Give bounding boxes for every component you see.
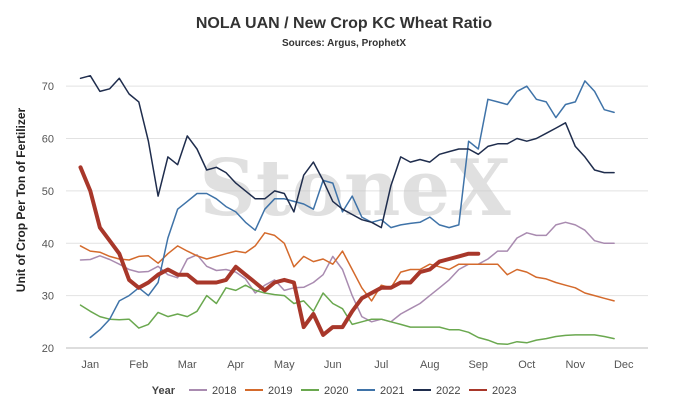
legend-item-2019[interactable]: 2019 [245, 385, 292, 397]
x-tick-label: Apr [227, 359, 244, 371]
stonex-watermark: StoneX [199, 143, 511, 234]
series-line-2018 [79, 221, 615, 323]
x-tick-label: Mar [178, 359, 197, 371]
y-tick-label: 50 [42, 186, 54, 198]
y-tick-label: 60 [42, 134, 54, 146]
legend-item-2023[interactable]: 2023 [469, 385, 516, 397]
chart-title: NOLA UAN / New Crop KC Wheat Ratio [196, 15, 493, 32]
x-tick-label: Nov [565, 359, 585, 371]
grid [66, 85, 648, 297]
x-tick-label: Oct [518, 359, 535, 371]
series-line-2019 [79, 232, 615, 302]
x-tick-label: Sep [468, 359, 488, 371]
x-tick-label: Jul [374, 359, 388, 371]
x-tick-label: Feb [129, 359, 148, 371]
legend-item-2018[interactable]: 2018 [189, 385, 236, 397]
series-line-2021 [89, 80, 615, 339]
legend-item-2022[interactable]: 2022 [413, 385, 460, 397]
legend-item-2020[interactable]: 2020 [301, 385, 348, 397]
legend-label: 2020 [324, 385, 348, 397]
legend-item-2021[interactable]: 2021 [357, 385, 404, 397]
series-lines [78, 74, 615, 346]
y-axis-label: Unit of Crop Per Ton of Fertilizer [14, 107, 28, 292]
y-tick-label: 20 [42, 343, 54, 355]
y-tick-label: 40 [42, 238, 54, 250]
series-line-2023 [78, 165, 481, 337]
x-tick-label: Jun [324, 359, 342, 371]
legend-label: 2023 [492, 385, 516, 397]
x-tick-label: May [274, 359, 295, 371]
axes: 20 30 40 50 60 70 Jan Feb Mar Apr May Jun Jul Aug Sep O… [42, 81, 648, 371]
y-tick-label: 70 [42, 81, 54, 93]
series-line-2022 [79, 74, 615, 229]
legend-label: 2018 [212, 385, 236, 397]
legend[interactable]: Year 2018 2019 2020 2021 2022 2023 [152, 385, 517, 397]
x-tick-label: Jan [81, 359, 99, 371]
legend-title: Year [152, 385, 176, 397]
x-tick-label: Dec [614, 359, 634, 371]
legend-label: 2021 [380, 385, 404, 397]
chart-subtitle: Sources: Argus, ProphetX [282, 38, 406, 49]
x-tick-label: Aug [420, 359, 440, 371]
y-tick-label: 30 [42, 291, 54, 303]
legend-label: 2019 [268, 385, 292, 397]
legend-label: 2022 [436, 385, 460, 397]
